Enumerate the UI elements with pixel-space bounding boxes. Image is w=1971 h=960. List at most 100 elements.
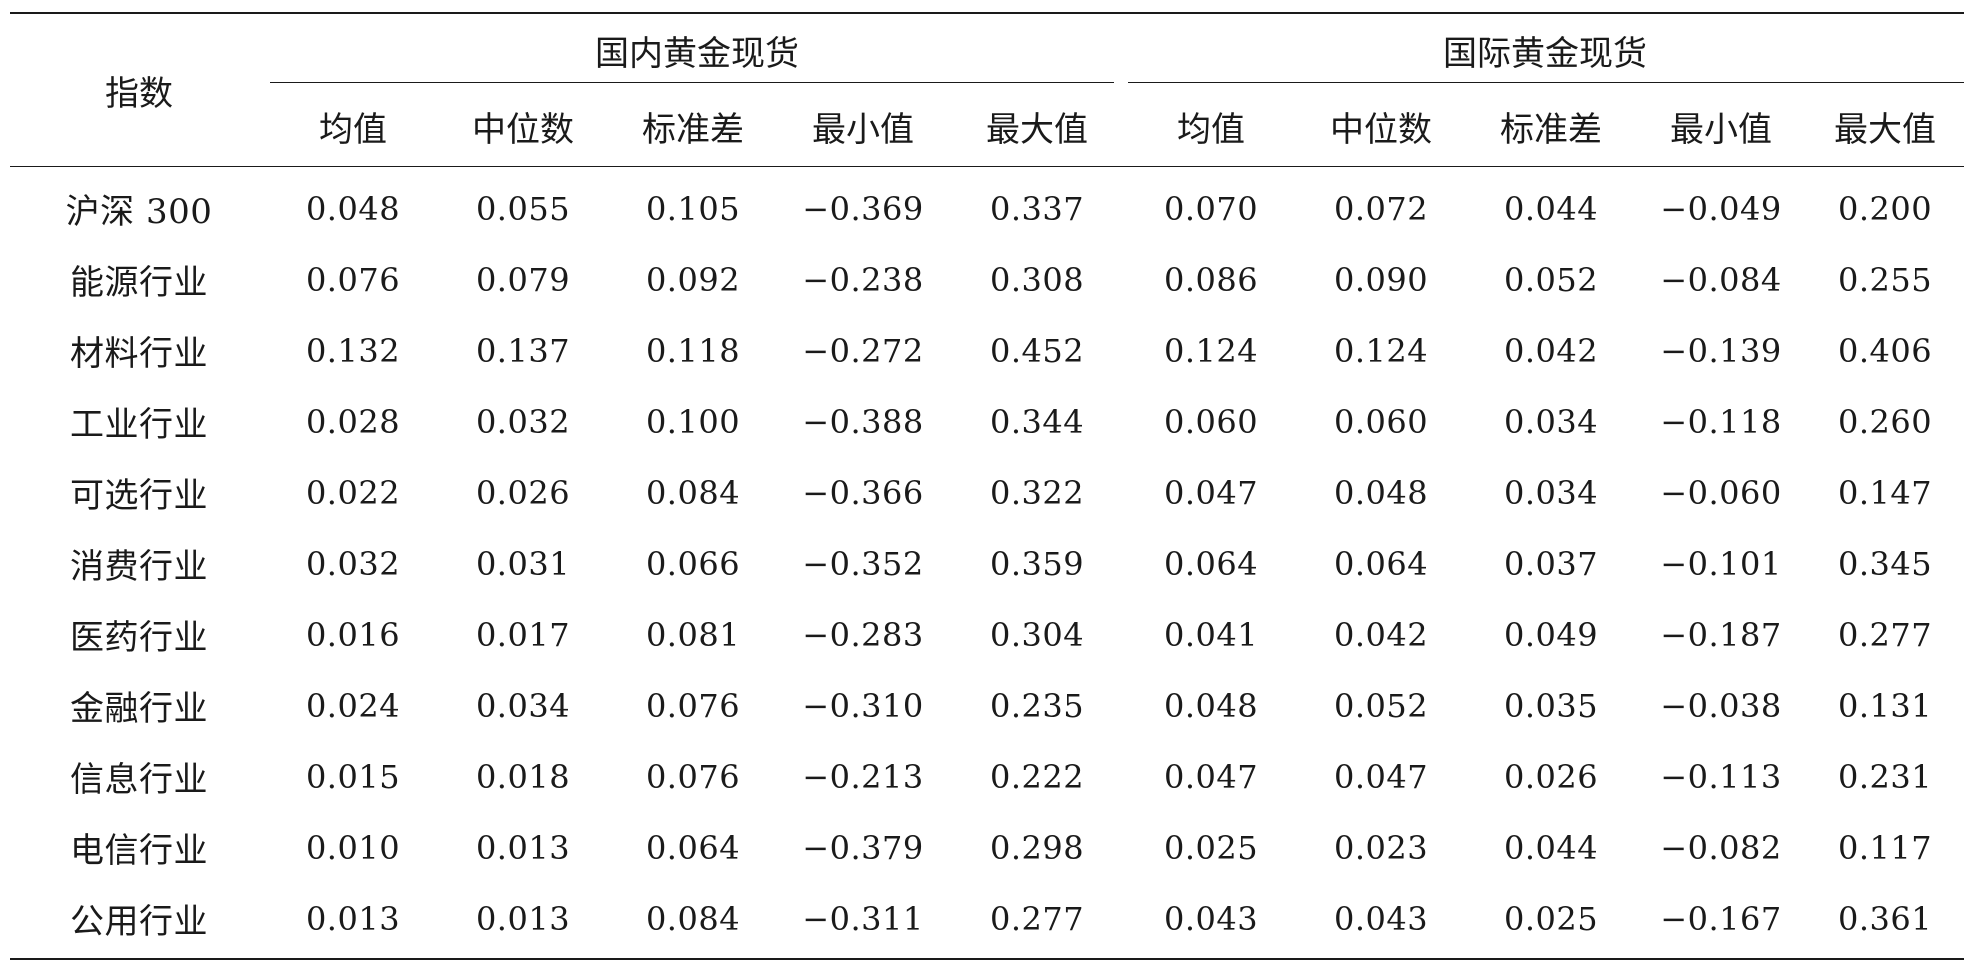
international-cell: 0.124 [1333,331,1429,370]
table-row: 电信行业 0.010 0.013 0.064 −0.379 0.298 0.025 0.023… [10,812,1964,883]
international-cell: 0.147 [1837,473,1933,512]
international-cell: −0.060 [1660,473,1782,512]
table-row: 信息行业 0.015 0.018 0.076 −0.213 0.222 0.047 0.047… [10,741,1964,812]
row-label: 医药行业 [70,618,208,658]
row-label: 工业行业 [70,405,208,445]
international-cell: 0.277 [1837,615,1933,654]
domestic-cell: 0.055 [475,189,571,228]
international-cell: 0.047 [1163,473,1259,512]
domestic-cell: 0.081 [645,615,741,654]
domestic-cell: 0.344 [989,402,1085,441]
sub-header-domestic-2: 标准差 [642,109,744,150]
table-row: 工业行业 0.028 0.032 0.100 −0.388 0.344 0.060 0.060… [10,386,1964,457]
row-label: 材料行业 [70,334,208,374]
domestic-cell: 0.031 [475,544,571,583]
international-cell: 0.044 [1503,189,1599,228]
domestic-cell: 0.024 [305,686,401,725]
domestic-cell: 0.084 [645,899,741,938]
international-cell: 0.048 [1333,473,1429,512]
row-label: 沪深 300 [65,192,213,232]
domestic-cell: 0.322 [989,473,1085,512]
table-body: 沪深 300 0.048 0.055 0.105 −0.369 0.337 0.070 0.0… [10,167,1965,959]
international-cell: 0.026 [1503,757,1599,796]
domestic-cell: 0.048 [305,189,401,228]
domestic-cell: 0.105 [645,189,741,228]
international-cell: 0.034 [1503,402,1599,441]
sub-header-domestic-4: 最大值 [986,109,1088,150]
international-cell: 0.044 [1503,828,1599,867]
international-cell: 0.043 [1333,899,1429,938]
sub-header-domestic-0: 均值 [319,109,387,150]
domestic-cell: −0.283 [802,615,924,654]
domestic-cell: −0.272 [802,331,924,370]
domestic-cell: −0.369 [802,189,924,228]
international-cell: −0.082 [1660,828,1782,867]
international-cell: −0.084 [1660,260,1782,299]
domestic-cell: 0.026 [475,473,571,512]
row-label: 能源行业 [70,263,208,303]
international-cell: 0.064 [1333,544,1429,583]
domestic-cell: 0.017 [475,615,571,654]
domestic-cell: 0.359 [989,544,1085,583]
domestic-cell: 0.032 [475,402,571,441]
international-cell: 0.042 [1333,615,1429,654]
international-cell: −0.113 [1660,757,1782,796]
row-label: 可选行业 [70,476,208,516]
row-label: 消费行业 [70,547,208,587]
domestic-cell: −0.213 [802,757,924,796]
group-rule-domestic [270,82,1114,83]
domestic-cell: 0.132 [305,331,401,370]
domestic-cell: 0.022 [305,473,401,512]
international-cell: 0.345 [1837,544,1933,583]
international-cell: −0.139 [1660,331,1782,370]
international-cell: 0.025 [1503,899,1599,938]
sub-header-international-4: 最大值 [1834,109,1937,150]
international-cell: −0.187 [1660,615,1782,654]
international-cell: 0.117 [1837,828,1933,867]
international-cell: −0.049 [1660,189,1782,228]
sub-header-row: 均值 中位数 标准差 最小值 最大值 均值 中位数 标准差 最小值 最大值 [10,86,1965,167]
table-row: 医药行业 0.016 0.017 0.081 −0.283 0.304 0.041 0.042… [10,599,1964,670]
international-cell: 0.406 [1837,331,1933,370]
row-label: 公用行业 [70,902,208,942]
domestic-cell: 0.066 [645,544,741,583]
international-cell: 0.042 [1503,331,1599,370]
domestic-cell: 0.222 [989,757,1085,796]
domestic-cell: 0.013 [475,899,571,938]
group-header-domestic: 国内黄金现货 [595,33,799,74]
row-label: 电信行业 [70,831,208,871]
international-cell: 0.052 [1333,686,1429,725]
international-cell: 0.047 [1163,757,1259,796]
domestic-cell: 0.018 [475,757,571,796]
international-cell: 0.047 [1333,757,1429,796]
domestic-cell: 0.337 [989,189,1085,228]
sub-header-international-2: 标准差 [1500,109,1603,150]
domestic-cell: −0.388 [802,402,924,441]
sub-header-international-1: 中位数 [1330,109,1433,150]
international-cell: 0.231 [1837,757,1933,796]
domestic-cell: 0.277 [989,899,1085,938]
international-cell: 0.361 [1837,899,1933,938]
statistics-table: 指数 国内黄金现货 国际黄金现货 均值 中位数 标准差 最小值 最大值 均值 中位数 标准差 最… [10,12,1965,960]
international-cell: 0.260 [1837,402,1933,441]
domestic-cell: 0.015 [305,757,401,796]
international-cell: −0.118 [1660,402,1782,441]
international-cell: 0.049 [1503,615,1599,654]
international-cell: 0.025 [1163,828,1259,867]
sub-header-international-0: 均值 [1177,109,1246,150]
international-cell: 0.131 [1837,686,1933,725]
sub-header-domestic-3: 最小值 [812,109,914,150]
sub-header-international-3: 最小值 [1670,109,1773,150]
international-cell: 0.048 [1163,686,1259,725]
international-cell: −0.167 [1660,899,1782,938]
domestic-cell: 0.013 [305,899,401,938]
domestic-cell: 0.079 [475,260,571,299]
domestic-cell: 0.028 [305,402,401,441]
table-row: 消费行业 0.032 0.031 0.066 −0.352 0.359 0.064 0.064… [10,528,1964,599]
domestic-cell: 0.084 [645,473,741,512]
row-label: 信息行业 [70,760,208,800]
international-cell: 0.023 [1333,828,1429,867]
domestic-cell: 0.034 [475,686,571,725]
international-cell: 0.255 [1837,260,1933,299]
